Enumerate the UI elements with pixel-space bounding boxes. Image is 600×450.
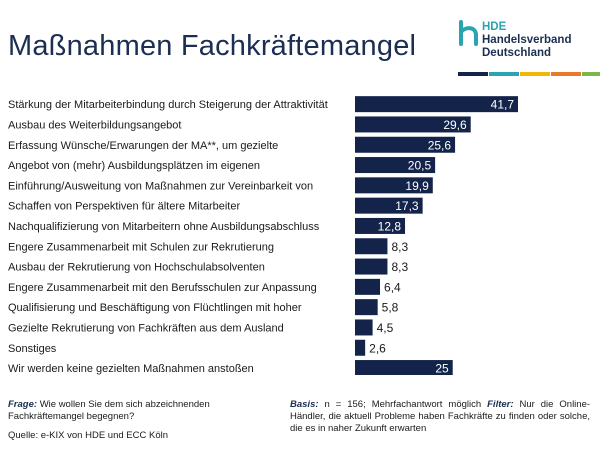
question-label: Frage: (8, 399, 38, 410)
category-label: Nachqualifizierung von Mitarbeitern ohne… (8, 221, 320, 233)
value-label: 25,6 (428, 138, 452, 152)
value-label: 8,3 (391, 260, 408, 274)
category-label: Angebot von (mehr) Ausbildungsplätzen im… (8, 160, 260, 172)
hde-logo: HDE Handelsverband Deutschland (458, 20, 600, 76)
bar (355, 258, 388, 275)
filter-text: Nur die Online-Händler, die aktuell Prob… (290, 399, 591, 434)
category-label: Erfassung Wünsche/Erwarungen der MA**, u… (8, 140, 278, 152)
logo-abbr: HDE (482, 21, 507, 33)
bar (355, 299, 378, 316)
logo-stripe (551, 72, 581, 76)
hde-logo-icon (459, 20, 478, 46)
source-note: Quelle: e-KIX von HDE und ECC Köln (8, 430, 168, 441)
value-label: 4,5 (377, 321, 394, 335)
bar-chart: Stärkung der Mitarbeiterbindung durch St… (8, 96, 518, 375)
bar (355, 319, 373, 336)
category-label: Gezielte Rekrutierung von Fachkräften au… (8, 322, 284, 334)
logo-stripe (520, 72, 550, 76)
category-label: Einführung/Ausweitung von Maßnahmen zur … (8, 180, 313, 192)
logo-stripe (489, 72, 519, 76)
page-title: Maßnahmen Fachkräftemangel (8, 30, 417, 62)
value-label: 5,8 (382, 301, 399, 315)
bar (355, 360, 453, 375)
question-note: Frage: Wie wollen Sie dem sich abzeichne… (8, 399, 233, 423)
logo-stripe (582, 72, 600, 76)
value-label: 20,5 (408, 159, 432, 173)
bar (355, 238, 388, 255)
bar (355, 96, 518, 113)
value-label: 2,6 (369, 341, 386, 355)
logo-stripes (458, 20, 600, 80)
category-label: Engere Zusammenarbeit mit den Berufsschu… (8, 282, 317, 294)
logo-line2: Deutschland (482, 47, 552, 59)
value-label: 17,3 (395, 199, 419, 213)
value-label: 25 (435, 362, 449, 375)
bar (355, 278, 381, 295)
category-label: Wir werden keine gezielten Maßnahmen ans… (8, 363, 254, 375)
category-label: Qualifisierung und Beschäftigung von Flü… (8, 302, 302, 314)
category-label: Ausbau des Weiterbildungsangebot (8, 119, 181, 131)
basis-text: n = 156; Mehrfachantwort möglich (324, 399, 482, 410)
value-label: 29,6 (443, 118, 467, 132)
category-label: Schaffen von Perspektiven für ältere Mit… (8, 201, 240, 213)
question-text: Wie wollen Sie dem sich abzeichnenden Fa… (8, 399, 210, 422)
logo-wordmark: HDE Handelsverband Deutschland (482, 21, 571, 60)
bar (355, 217, 406, 234)
value-label: 8,3 (391, 240, 408, 254)
basis-label: Basis: (290, 399, 319, 410)
bar (355, 339, 366, 356)
category-label: Engere Zusammenarbeit mit Schulen zur Re… (8, 241, 274, 253)
value-label: 41,7 (491, 98, 515, 112)
bar (355, 177, 433, 194)
category-label: Stärkung der Mitarbeiterbindung durch St… (8, 99, 328, 111)
basis-note: Basis: n = 156; Mehrfachantwort möglich … (290, 399, 590, 435)
value-label: 12,8 (378, 219, 402, 233)
bar (355, 136, 456, 153)
bar (355, 197, 423, 214)
bar (355, 116, 471, 133)
category-label: Sonstiges (8, 343, 57, 355)
logo-line1: Handelsverband (482, 34, 572, 46)
category-label: Ausbau der Rekrutierung von Hochschulabs… (8, 262, 265, 274)
filter-label: Filter: (487, 399, 514, 410)
logo-stripe (458, 72, 488, 76)
value-label: 6,4 (384, 280, 401, 294)
value-label: 19,9 (405, 179, 429, 193)
bar (355, 157, 436, 174)
